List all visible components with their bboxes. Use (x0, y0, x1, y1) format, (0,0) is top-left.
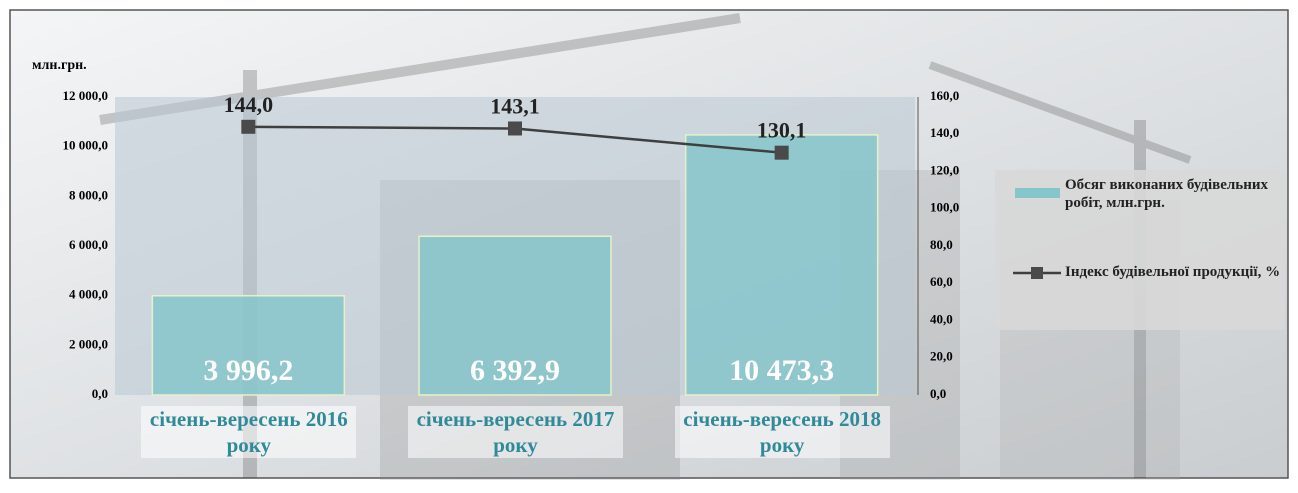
legend-swatch (1015, 188, 1060, 198)
x-tick-label: січень-вересень 2018 року (674, 406, 890, 458)
legend-entry: Обсяг виконаних будівельних робіт, млн.г… (1065, 177, 1268, 211)
bar (684, 134, 879, 396)
y-tick-label: 2 000,0 (69, 336, 108, 351)
y2-tick-label: 60,0 (930, 274, 953, 289)
y-tick-label: 12 000,0 (63, 88, 109, 103)
bar-value-label: 10 473,3 (729, 354, 834, 387)
legend-swatch-marker (1031, 267, 1043, 279)
bar (151, 295, 346, 396)
y-tick-label: 8 000,0 (69, 187, 108, 202)
y-axis-label: млн.грн. (32, 58, 87, 73)
y2-tick-label: 80,0 (930, 237, 953, 252)
legend-label: Обсяг виконаних будівельних робіт, млн.г… (1065, 177, 1268, 211)
y-tick-label: 10 000,0 (63, 138, 109, 153)
y-tick-label: 4 000,0 (69, 287, 108, 302)
y2-tick-label: 140,0 (930, 125, 959, 140)
y2-tick-label: 40,0 (930, 311, 953, 326)
line-value-label: 144,0 (224, 92, 274, 117)
y2-tick-label: 160,0 (930, 88, 959, 103)
legend-label: Індекс будівельної продукції, % (1065, 264, 1281, 280)
line-value-label: 143,1 (490, 94, 540, 119)
bar-value-label: 6 392,9 (470, 354, 560, 387)
legend-entry: Індекс будівельної продукції, % (1065, 264, 1281, 280)
line-marker (508, 121, 522, 136)
bar-value-label: 3 996,2 (203, 354, 293, 387)
line-value-label: 130,1 (757, 118, 807, 143)
y2-tick-label: 0,0 (930, 386, 946, 401)
y2-tick-label: 20,0 (930, 349, 953, 364)
y2-tick-label: 100,0 (930, 200, 959, 215)
y-tick-label: 0,0 (92, 386, 108, 401)
bar (418, 235, 612, 396)
y-tick-label: 6 000,0 (69, 237, 108, 252)
x-tick-label: січень-вересень 2017 року (408, 406, 623, 458)
line-marker (241, 119, 256, 134)
y2-tick-label: 120,0 (930, 162, 959, 177)
line-marker (774, 145, 789, 160)
x-tick-label: січень-вересень 2016 року (141, 406, 357, 458)
